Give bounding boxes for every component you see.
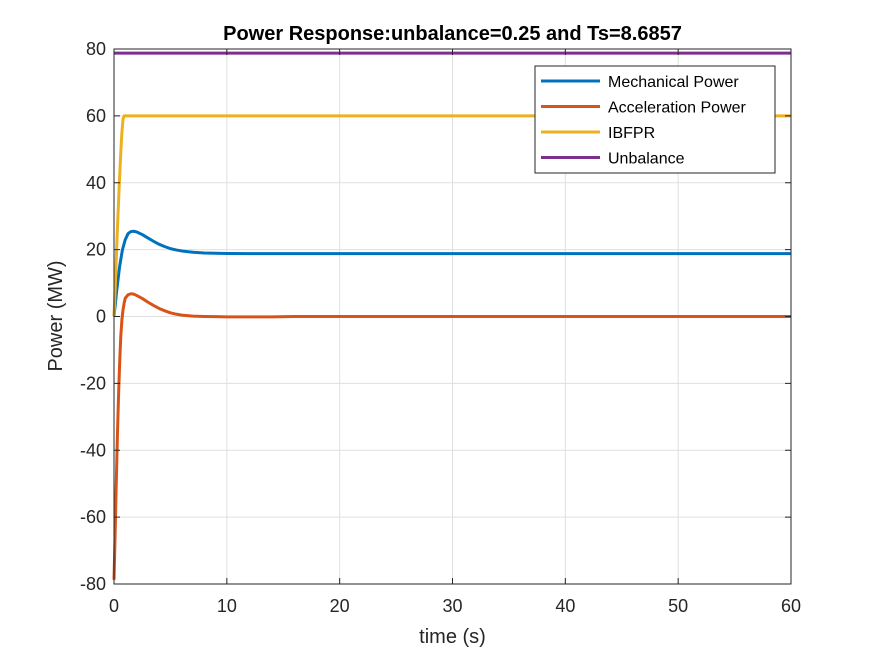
legend-label-unbalance: Unbalance	[608, 151, 685, 168]
chart-title: Power Response:unbalance=0.25 and Ts=8.6…	[223, 23, 682, 45]
x-tick-label: 60	[781, 596, 801, 616]
y-tick-label: 0	[96, 307, 106, 327]
y-tick-label: 20	[86, 240, 106, 260]
series-line-acceleration-power	[112, 292, 791, 580]
y-tick-label: -20	[80, 373, 106, 393]
x-tick-label: 40	[555, 596, 575, 616]
x-axis-label: time (s)	[419, 626, 486, 648]
y-tick-label: 40	[86, 173, 106, 193]
tick-marks	[113, 48, 792, 585]
x-tick-label: 20	[330, 596, 350, 616]
legend-label-acceleration-power: Acceleration Power	[608, 100, 747, 117]
x-tick-label: 10	[217, 596, 237, 616]
legend-label-ibfpr: IBFPR	[608, 125, 655, 142]
x-tick-label: 30	[442, 596, 462, 616]
legend-label-mechanical-power: Mechanical Power	[608, 74, 739, 91]
y-tick-label: 80	[86, 39, 106, 59]
y-tick-label: 60	[86, 106, 106, 126]
series-line-ibfpr	[112, 114, 791, 317]
y-tick-label: -80	[80, 574, 106, 594]
x-tick-label: 50	[668, 596, 688, 616]
legend: Mechanical Power Acceleration Power IBFPR U…	[534, 65, 776, 174]
series-line-mechanical-power	[112, 229, 791, 317]
legend-box	[534, 65, 776, 174]
y-tick-label: -60	[80, 507, 106, 527]
y-axis-label: Power (MW)	[45, 260, 67, 371]
x-tick-label: 0	[109, 596, 119, 616]
y-tick-label: -40	[80, 440, 106, 460]
